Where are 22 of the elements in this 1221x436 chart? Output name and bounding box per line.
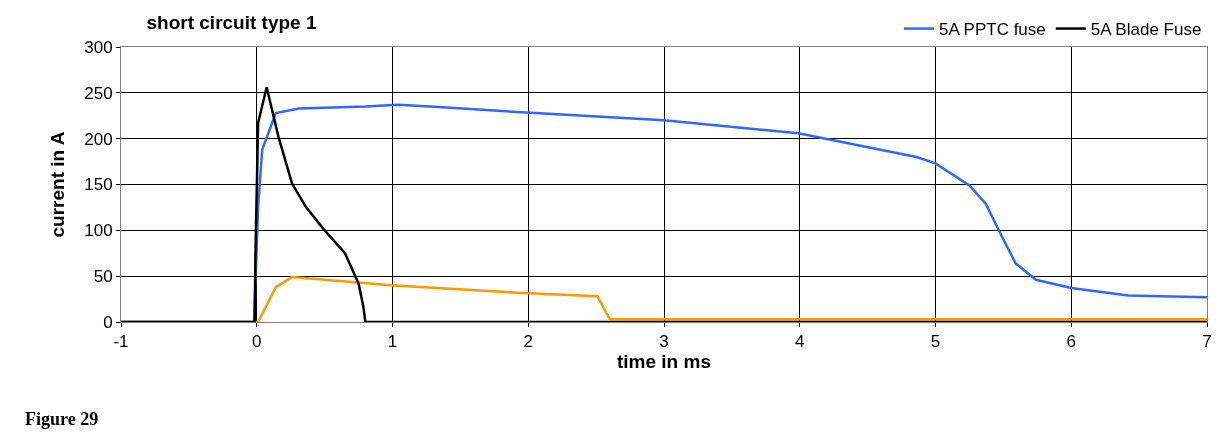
y-tick-label: 250 [84,83,113,103]
x-tick-label: 5 [930,332,941,352]
x-tick-label: 4 [795,332,805,352]
y-tick-label: 100 [84,221,113,241]
legend-label: 5A PPTC fuse [939,20,1046,40]
y-tick-label: 200 [84,129,113,149]
x-tick-label: 6 [1066,332,1076,352]
x-tick-label: -1 [113,332,129,352]
y-tick-label: 50 [93,267,113,287]
x-tick-label: 0 [252,332,262,352]
caption: Figure 29 [25,409,99,429]
x-axis-title: time in ms [617,351,711,373]
chart-title: short circuit type 1 [146,11,317,33]
x-tick-label: 2 [523,332,533,352]
legend-label: 5A Blade Fuse [1090,20,1202,40]
y-tick-label: 150 [84,175,113,195]
y-tick-label: 300 [84,37,113,57]
y-tick-label: 0 [103,312,113,332]
x-tick-label: 3 [659,332,669,352]
y-axis-title: current in A [47,131,69,238]
x-tick-label: 1 [387,332,398,352]
x-tick-label: 7 [1202,332,1212,352]
